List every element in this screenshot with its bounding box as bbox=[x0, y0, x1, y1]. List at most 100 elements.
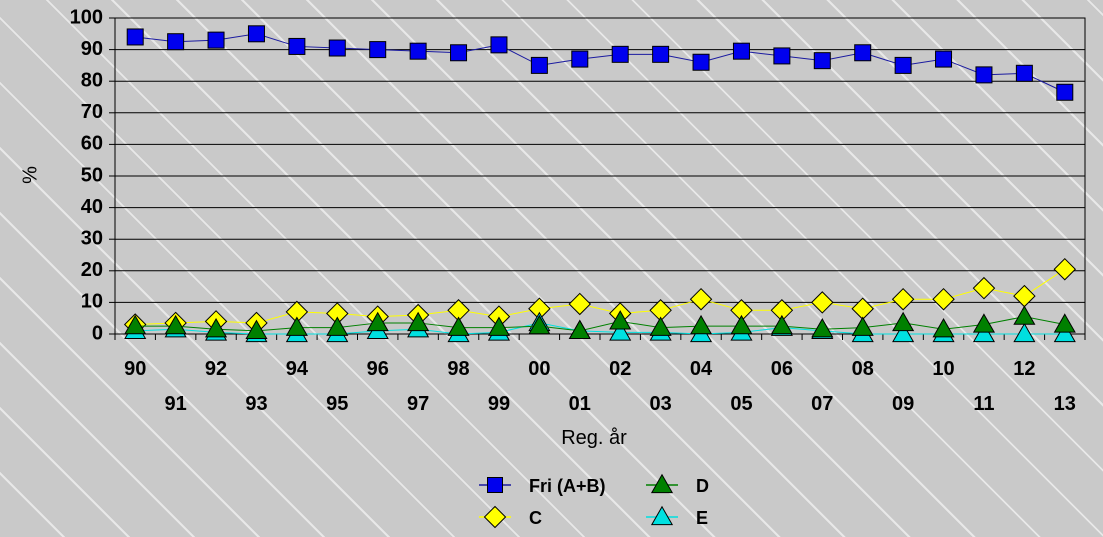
data-point bbox=[288, 37, 306, 55]
x-tick-label: 97 bbox=[407, 393, 429, 415]
legend-label: Fri (A+B) bbox=[529, 476, 606, 496]
data-point bbox=[126, 28, 144, 46]
data-point bbox=[568, 292, 592, 316]
data-point bbox=[851, 297, 874, 320]
series-line bbox=[135, 268, 1066, 326]
data-point bbox=[369, 41, 387, 59]
legend-item: C bbox=[479, 505, 542, 529]
data-point bbox=[770, 314, 793, 335]
data-point bbox=[530, 56, 548, 74]
data-point bbox=[571, 50, 589, 68]
data-point bbox=[1056, 83, 1074, 101]
x-tick-label: 09 bbox=[892, 393, 914, 415]
data-point bbox=[326, 316, 349, 336]
data-point bbox=[164, 314, 187, 335]
data-point bbox=[245, 319, 268, 339]
data-point bbox=[892, 311, 915, 332]
series-plot bbox=[123, 25, 1077, 343]
data-point bbox=[892, 322, 915, 343]
legend-item: Fri (A+B) bbox=[479, 476, 606, 496]
legend-marker bbox=[487, 477, 503, 493]
data-point bbox=[1053, 313, 1076, 333]
y-tick-label: 10 bbox=[81, 291, 103, 313]
y-tick-label: 30 bbox=[81, 227, 103, 249]
series-2 bbox=[123, 257, 1077, 336]
legend-item: E bbox=[646, 505, 708, 528]
data-point bbox=[851, 316, 874, 336]
data-point bbox=[167, 33, 185, 51]
data-point bbox=[854, 44, 872, 62]
data-point bbox=[932, 318, 955, 338]
legend-label: C bbox=[529, 508, 542, 528]
data-point bbox=[972, 313, 996, 333]
x-tick-label: 02 bbox=[609, 358, 631, 380]
data-point bbox=[609, 310, 632, 330]
data-point bbox=[247, 25, 265, 43]
data-point bbox=[689, 287, 713, 311]
tick-labels: 0102030405060708090100909192939495969798… bbox=[70, 6, 1076, 415]
x-tick-label: 11 bbox=[973, 393, 994, 415]
y-tick-label: 40 bbox=[81, 196, 103, 218]
x-tick-label: 07 bbox=[811, 393, 833, 415]
data-point bbox=[732, 42, 750, 60]
x-tick-label: 01 bbox=[569, 393, 591, 415]
y-tick-label: 20 bbox=[81, 259, 103, 281]
y-tick-label: 60 bbox=[81, 133, 103, 155]
x-tick-label: 96 bbox=[367, 358, 389, 380]
x-tick-label: 03 bbox=[650, 393, 672, 415]
x-axis-title: Reg. år bbox=[561, 427, 627, 449]
x-tick-label: 93 bbox=[245, 393, 267, 415]
x-tick-label: 98 bbox=[447, 358, 469, 380]
data-point bbox=[528, 314, 551, 335]
series-line bbox=[135, 33, 1066, 93]
data-point bbox=[813, 52, 831, 70]
data-point bbox=[207, 31, 225, 49]
data-point bbox=[450, 44, 468, 62]
legend-marker bbox=[650, 473, 674, 494]
data-point bbox=[649, 316, 672, 336]
x-tick-label: 99 bbox=[488, 393, 510, 415]
x-tick-label: 00 bbox=[528, 358, 550, 380]
x-tick-label: 06 bbox=[771, 358, 793, 380]
data-point bbox=[1013, 322, 1036, 343]
legend-marker bbox=[650, 505, 674, 526]
data-point bbox=[568, 319, 591, 339]
series-line bbox=[135, 322, 1065, 335]
y-tick-label: 50 bbox=[81, 164, 103, 186]
data-point bbox=[487, 316, 511, 336]
data-point bbox=[730, 314, 753, 335]
x-tick-label: 92 bbox=[205, 358, 227, 380]
y-tick-label: 100 bbox=[70, 6, 103, 28]
data-point bbox=[891, 287, 915, 311]
data-point bbox=[932, 287, 955, 311]
x-tick-label: 94 bbox=[286, 358, 309, 380]
data-point bbox=[1013, 284, 1036, 308]
data-point bbox=[652, 45, 670, 63]
data-point bbox=[204, 318, 228, 338]
legend-label: E bbox=[696, 508, 708, 528]
series-line bbox=[135, 316, 1065, 332]
data-point bbox=[811, 318, 834, 338]
series-3 bbox=[124, 305, 1076, 339]
data-point bbox=[611, 45, 629, 63]
x-tick-label: 05 bbox=[730, 393, 752, 415]
data-point bbox=[124, 314, 147, 335]
data-point bbox=[692, 53, 710, 71]
x-tick-label: 13 bbox=[1054, 393, 1076, 415]
data-point bbox=[407, 311, 430, 332]
x-tick-label: 91 bbox=[165, 393, 187, 415]
x-tick-label: 95 bbox=[326, 393, 348, 415]
y-tick-label: 90 bbox=[81, 38, 103, 60]
data-point bbox=[894, 56, 912, 74]
data-point bbox=[366, 311, 389, 332]
x-tick-label: 10 bbox=[932, 358, 954, 380]
y-axis-title: % bbox=[19, 166, 41, 184]
data-point bbox=[811, 291, 834, 314]
series-1 bbox=[126, 25, 1074, 101]
data-point bbox=[773, 47, 791, 65]
y-tick-label: 70 bbox=[81, 101, 103, 123]
data-point bbox=[1013, 305, 1036, 325]
data-point bbox=[285, 316, 308, 336]
data-point bbox=[972, 276, 996, 300]
